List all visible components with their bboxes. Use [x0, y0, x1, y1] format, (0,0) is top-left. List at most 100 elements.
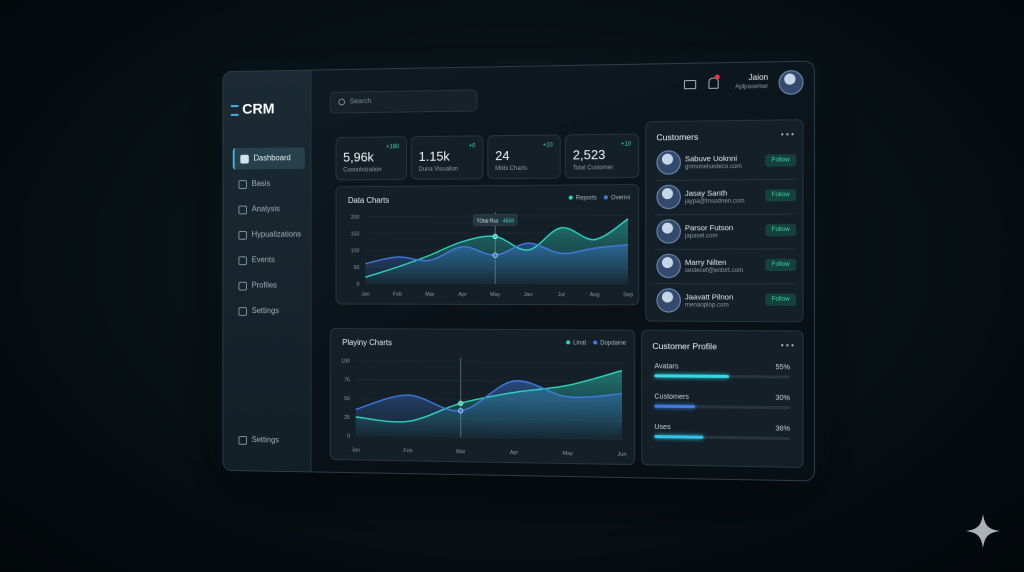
legend-swatch [604, 195, 608, 199]
y-tick-label: 200 [351, 215, 360, 221]
customer-avatar[interactable] [656, 288, 680, 312]
divider [654, 214, 794, 216]
y-tick-label: 0 [347, 434, 350, 440]
customer-name: Marry Nilten [685, 258, 726, 267]
customer-email: sestecef@entort.com [685, 268, 743, 274]
chart: Data Charts Overini Reports 0 50 100 150 200 Jan… [336, 185, 638, 304]
y-tick-label: 50 [344, 396, 350, 402]
card-title: Customers [656, 132, 698, 143]
stat-label: Total Customer [573, 165, 614, 171]
nav-item[interactable]: Hypualizations [233, 224, 303, 246]
customer-avatar[interactable] [656, 219, 680, 243]
customer-row: Jasay Santh jaypa@tnsodnen.com [646, 120, 802, 122]
mail-icon[interactable] [684, 80, 696, 89]
nav-item[interactable]: Dashboard [233, 147, 305, 169]
stat-value: 2,523 [573, 147, 606, 162]
stat-delta: +180 [386, 144, 399, 150]
x-tick-label: Sep [623, 292, 633, 298]
x-tick-label: Feb [403, 448, 412, 454]
screen: CRM Settings Dashboard Basis Analysis Hypua… [222, 61, 815, 482]
bar-value-label: 55% [775, 364, 790, 371]
legend-swatch [593, 340, 597, 344]
nav-label: Settings [252, 300, 279, 322]
customer-name: Parsor Futson [685, 223, 733, 232]
nav-item[interactable]: Basis [233, 173, 303, 195]
chart-title: Playiny Charts [342, 338, 392, 347]
follow-button[interactable]: Follow [765, 189, 796, 201]
nav-icon [238, 180, 246, 189]
profile-card: Customer Profile Avatars 55% Customers 30% U… [641, 330, 803, 468]
nav-item[interactable]: Analysis [233, 198, 303, 220]
stat-delta: +0 [469, 143, 476, 149]
x-tick-label: Jun [618, 452, 627, 458]
stat-card: 2,523 +10 Total Customer [565, 133, 639, 178]
nav-item[interactable]: Events [233, 249, 303, 271]
highlight-point [493, 253, 498, 258]
x-tick-label: Mar [425, 292, 434, 298]
customer-name: Jasay Santh [685, 188, 727, 197]
tooltip-value: 4558 [503, 218, 514, 224]
nav-icon [238, 206, 246, 215]
grid-line [365, 233, 628, 234]
y-tick-label: 150 [351, 231, 360, 237]
follow-button[interactable]: Follow [765, 224, 796, 236]
nav-icon [240, 155, 249, 164]
stat-delta: +10 [543, 143, 553, 149]
y-tick-label: 50 [354, 265, 360, 271]
nav-label: Hypualizations [252, 224, 301, 246]
y-tick-label: 100 [351, 248, 360, 254]
customer-email: japasel.com [685, 233, 718, 239]
customer-avatar[interactable] [656, 254, 680, 278]
stat-card: 1.15k +0 Duna Visualion [411, 135, 483, 179]
search-box[interactable]: Search [330, 90, 478, 114]
notification-dot [715, 74, 720, 79]
nav-icon [238, 256, 246, 265]
nav-label: Events [252, 249, 275, 271]
chart: Playiny Charts Dopdaine Linat 0 25 50 75 100 Jan… [331, 329, 634, 464]
follow-button[interactable]: Follow [765, 259, 796, 271]
customer-email: jaypa@tnsodnen.com [685, 199, 745, 205]
nav-item[interactable]: Settings [233, 300, 303, 322]
bar [654, 405, 694, 409]
highlight-point [458, 408, 463, 413]
grid-line [356, 361, 622, 363]
nav-footer[interactable]: Settings [233, 429, 303, 452]
card-title: Customer Profile [652, 341, 717, 352]
customer-avatar[interactable] [656, 185, 680, 209]
bar-label: Customers [654, 394, 688, 401]
user-role: Aplpasemer [735, 84, 768, 91]
x-tick-label: Mar [456, 449, 465, 455]
bar-label: Uses [654, 424, 670, 431]
customer-row: Jaavatt Pilnon menaoplop.com [646, 120, 802, 122]
stat-value: 24 [495, 148, 509, 163]
nav-label: Analysis [252, 199, 280, 221]
divider [654, 179, 794, 181]
chart-card: Data Charts Overini Reports 0 50 100 150 200 Jan… [335, 184, 639, 305]
follow-button[interactable]: Follow [765, 154, 796, 167]
nav-icon [238, 282, 246, 291]
x-tick-label: Jan [524, 292, 533, 298]
y-tick-label: 100 [341, 359, 350, 365]
stat-label: Duna Visualion [419, 166, 458, 172]
menu-icon[interactable] [780, 133, 795, 136]
nav-item[interactable]: Profiles [233, 275, 303, 297]
chart-title: Data Charts [348, 196, 389, 205]
menu-icon[interactable] [780, 344, 795, 347]
nav-label: Settings [252, 429, 279, 451]
y-tick-label: 75 [344, 377, 350, 383]
customer-row: Marry Nilten sestecef@entort.com [646, 120, 802, 122]
divider [654, 248, 794, 249]
x-tick-label: Aug [590, 292, 600, 298]
x-tick-label: May [490, 292, 501, 298]
follow-button[interactable]: Follow [765, 293, 796, 305]
customer-avatar[interactable] [656, 150, 680, 175]
user-avatar[interactable] [779, 70, 804, 95]
x-tick-label: Apr [510, 450, 519, 456]
customer-row: Sabuve Uoknni gnmonelsedeco.com [646, 120, 802, 122]
divider [654, 283, 794, 284]
x-tick-label: Jan [351, 447, 360, 453]
highlight-point [458, 401, 463, 406]
legend-swatch [569, 196, 573, 200]
legend-label: Reports [576, 195, 597, 201]
